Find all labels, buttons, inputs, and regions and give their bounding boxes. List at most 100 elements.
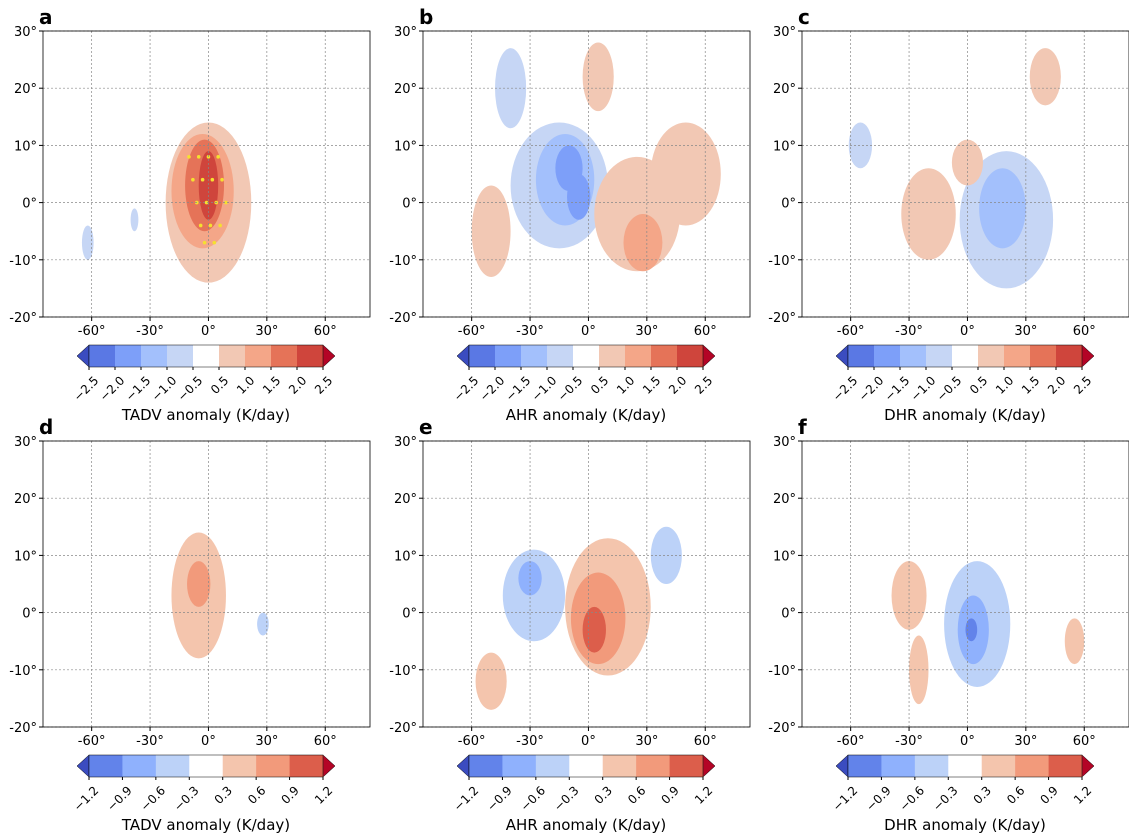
y-tick-label: 0° (781, 197, 796, 212)
colorbar-extend-low (76, 344, 90, 368)
y-tick-label: 10° (14, 549, 37, 564)
colorbar-frame (88, 754, 324, 778)
colorbar-bin (669, 755, 704, 777)
significance-dot (191, 177, 195, 182)
colorbar-tick-label: 2.5 (312, 373, 335, 396)
colorbar-tick-label: 1.0 (614, 373, 637, 396)
colorbar-tick-label: −0.6 (138, 783, 169, 814)
colorbar-bin (1056, 345, 1083, 367)
colorbar-bin (193, 345, 220, 367)
colorbar-tick-label: −2.0 (477, 373, 508, 404)
colorbar-bin (535, 755, 570, 777)
x-tick-label: -60° (78, 324, 106, 339)
panel-label: d (39, 415, 53, 439)
colorbar-tick-label: 1.0 (993, 373, 1016, 396)
colorbar-bin (219, 345, 246, 367)
panel: -60° -30° 0° 30° 60°-20°-10°0°10°20°30°e−1.2… (389, 415, 751, 834)
x-tick-label: -60° (458, 324, 486, 339)
colorbar-bin (874, 345, 901, 367)
y-tick-label: -20° (389, 311, 417, 326)
colorbar-label: DHR anomaly (K/day) (884, 816, 1046, 834)
colorbar-bin (1015, 755, 1049, 777)
colorbar-tick-label: 0.5 (208, 373, 231, 396)
axes-frame (422, 30, 751, 318)
contour-fill (81, 225, 94, 260)
y-tick-label: 30° (773, 25, 796, 40)
contour-fill (130, 208, 139, 232)
x-tick-label: 60° (1073, 324, 1096, 339)
colorbar-bin (981, 755, 1016, 777)
colorbar-tick-label: 1.5 (1019, 373, 1042, 396)
axes-frame (801, 440, 1129, 728)
colorbar-bin (636, 755, 670, 777)
colorbar-tick-label: 0.3 (592, 783, 615, 806)
colorbar-tick-label: 2.0 (666, 373, 689, 396)
y-tick-label: -20° (768, 721, 796, 736)
y-tick-label: -10° (768, 254, 796, 269)
colorbar-tick-label: −1.2 (830, 783, 861, 814)
colorbar-bin (573, 345, 600, 367)
colorbar-tick-label: −2.0 (97, 373, 128, 404)
colorbar-bin (848, 755, 882, 777)
y-tick-label: -10° (9, 664, 37, 679)
significance-dot (212, 240, 217, 245)
colorbar-extend-low (835, 344, 849, 368)
colorbar-bin (948, 755, 983, 777)
colorbar-tick-label: −0.6 (518, 783, 549, 814)
colorbar-bin (271, 345, 298, 367)
panel-label: f (798, 415, 807, 439)
colorbar-tick-label: −2.5 (830, 373, 861, 404)
y-tick-label: 10° (394, 549, 417, 564)
significance-dot (220, 177, 224, 182)
colorbar-tick-label: 1.5 (640, 373, 663, 396)
x-tick-label: 30° (1014, 324, 1037, 339)
x-tick-label: 0° (581, 324, 596, 339)
significance-dot (198, 223, 203, 228)
colorbar-bin (1030, 345, 1057, 367)
y-tick-label: 20° (394, 492, 417, 507)
colorbar-label: AHR anomaly (K/day) (506, 816, 666, 834)
contour-fill (1029, 48, 1061, 106)
x-tick-label: 30° (1014, 734, 1037, 749)
colorbar-bin (89, 345, 116, 367)
contour-fill (582, 42, 614, 112)
x-tick-label: -30° (895, 324, 923, 339)
significance-dot (204, 200, 209, 205)
contour-fill (1064, 618, 1085, 665)
colorbar-tick-label: 2.5 (1071, 373, 1094, 396)
colorbar-tick-label: −0.5 (555, 373, 586, 404)
contour-layer (475, 526, 682, 710)
x-tick-label: 60° (314, 324, 337, 339)
colorbar-bin (469, 345, 496, 367)
y-tick-label: 0° (402, 607, 417, 622)
panel-label: e (419, 415, 433, 439)
colorbar-bin (900, 345, 927, 367)
colorbar-frame (468, 754, 704, 778)
panel-label: b (419, 5, 433, 29)
colorbar-tick-label: 1.2 (1071, 783, 1094, 806)
y-tick-label: -20° (9, 311, 37, 326)
panel-label: a (39, 5, 53, 29)
axes-frame (801, 30, 1129, 318)
panel-label: c (798, 5, 810, 29)
colorbar-tick-label: −1.5 (882, 373, 913, 404)
panel: -60° -30° 0° 30° 60°-20°-10°0°10°20°30°c−2.5… (768, 5, 1129, 424)
colorbar-bin (602, 755, 637, 777)
colorbar-extend-high (702, 344, 716, 368)
x-tick-label: 0° (960, 324, 975, 339)
significance-dot (210, 177, 215, 182)
colorbar-extend-low (456, 754, 470, 778)
contour-layer (171, 532, 269, 659)
colorbar-tick-label: −1.2 (71, 783, 102, 814)
y-tick-label: 0° (402, 197, 417, 212)
x-tick-label: -60° (458, 734, 486, 749)
colorbar-bin (189, 755, 224, 777)
x-tick-label: 0° (581, 734, 596, 749)
colorbar-frame (847, 754, 1083, 778)
y-tick-label: 10° (773, 549, 796, 564)
contour-fill (891, 561, 927, 630)
y-tick-label: 0° (22, 197, 37, 212)
x-tick-label: 60° (1073, 734, 1096, 749)
colorbar-label: TADV anomaly (K/day) (121, 406, 290, 424)
